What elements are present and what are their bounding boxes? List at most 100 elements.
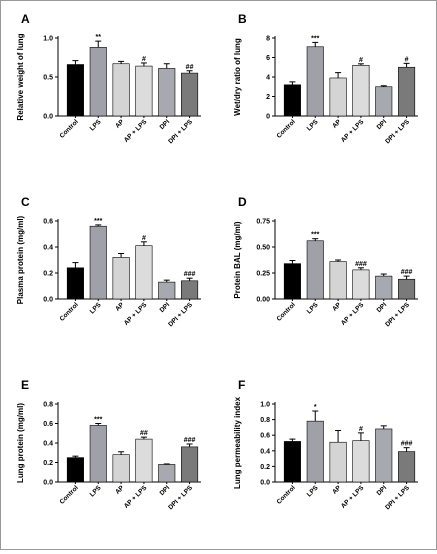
panel-label: C bbox=[21, 195, 30, 209]
x-tick-label: AP + LPS bbox=[123, 118, 149, 144]
y-tick-label: 0.0 bbox=[43, 480, 53, 487]
x-tick-label: LPS bbox=[89, 118, 103, 132]
y-axis-label: Plasma protein (mg/ml) bbox=[16, 215, 25, 304]
y-tick-label: 0.8 bbox=[260, 417, 270, 424]
x-tick-label: Control bbox=[276, 484, 297, 505]
chart-panel-e: E Lung protein (mg/ml) 0.0 0.2 0.4 0.6 0.8 Cont… bbox=[16, 378, 201, 511]
x-tick-label: Control bbox=[59, 118, 80, 139]
bar bbox=[329, 261, 347, 300]
bar bbox=[158, 68, 176, 117]
bar bbox=[89, 47, 107, 117]
bar bbox=[283, 84, 301, 117]
significance-label: # bbox=[359, 57, 363, 64]
significance-label: ### bbox=[355, 261, 367, 268]
y-tick-label: 2 bbox=[266, 94, 270, 101]
bar bbox=[375, 428, 393, 483]
bar bbox=[66, 267, 84, 300]
x-tick-label: DPI + LPS bbox=[384, 301, 411, 328]
y-axis-label: Lung protein (mg/ml) bbox=[16, 403, 25, 483]
y-tick-label: 0.0 bbox=[260, 480, 270, 487]
significance-label: ### bbox=[184, 437, 196, 444]
x-tick-label: AP bbox=[331, 484, 343, 496]
significance-label: # bbox=[142, 56, 146, 63]
bar bbox=[135, 245, 153, 300]
bar bbox=[306, 420, 324, 483]
y-tick-label: 0.6 bbox=[260, 433, 270, 440]
bar bbox=[283, 441, 301, 483]
x-tick-label: LPS bbox=[89, 484, 103, 498]
x-tick-label: AP bbox=[114, 301, 126, 313]
x-tick-label: Control bbox=[59, 484, 80, 505]
panel-label: B bbox=[238, 12, 247, 26]
significance-label: ** bbox=[96, 34, 102, 41]
significance-label: *** bbox=[311, 232, 319, 239]
significance-label: # bbox=[142, 235, 146, 242]
bar bbox=[112, 454, 130, 483]
bar bbox=[352, 269, 370, 300]
x-tick-label: LPS bbox=[306, 301, 320, 315]
y-tick-label: 0.25 bbox=[256, 271, 270, 278]
significance-label: ### bbox=[401, 269, 413, 276]
bar bbox=[158, 281, 176, 300]
significance-label: ### bbox=[184, 271, 196, 278]
chart-panel-f: F Lung permeability index 0.0 0.2 0.4 0.6 0.8 1… bbox=[233, 378, 418, 511]
panel-label: E bbox=[21, 378, 29, 392]
y-tick-label: 0.2 bbox=[43, 460, 53, 467]
y-tick-label: 6 bbox=[266, 55, 270, 62]
y-tick-label: 0.4 bbox=[43, 245, 53, 252]
bar bbox=[306, 240, 324, 300]
significance-label: * bbox=[314, 404, 317, 411]
y-tick-label: 0.6 bbox=[43, 219, 53, 226]
x-tick-label: DPI bbox=[376, 484, 389, 497]
x-tick-label: LPS bbox=[306, 484, 320, 498]
y-tick-label: 0.6 bbox=[43, 421, 53, 428]
x-tick-label: AP bbox=[331, 118, 343, 130]
x-tick-label: DPI + LPS bbox=[167, 301, 194, 328]
significance-label: ## bbox=[140, 430, 148, 437]
y-tick-label: 0.4 bbox=[43, 441, 53, 448]
x-tick-label: AP bbox=[114, 118, 126, 130]
bar bbox=[329, 77, 347, 117]
x-tick-label: AP + LPS bbox=[340, 301, 366, 327]
y-tick-label: 1.0 bbox=[260, 402, 270, 409]
y-axis-label: Relative weight of lung bbox=[16, 33, 25, 120]
y-axis-label: Wet/dry ratio of lung bbox=[233, 38, 242, 116]
x-tick-label: DPI bbox=[159, 301, 172, 314]
y-tick-label: 0.8 bbox=[43, 402, 53, 409]
bar bbox=[135, 438, 153, 483]
significance-label: # bbox=[359, 426, 363, 433]
x-tick-label: DPI bbox=[376, 301, 389, 314]
y-tick-label: 0 bbox=[266, 114, 270, 121]
panel-label: A bbox=[21, 12, 30, 26]
bar bbox=[89, 425, 107, 483]
bar bbox=[66, 457, 84, 483]
significance-label: # bbox=[405, 56, 409, 63]
y-tick-label: 0.2 bbox=[43, 271, 53, 278]
bar bbox=[181, 446, 199, 483]
x-tick-label: LPS bbox=[89, 301, 103, 315]
significance-label: *** bbox=[94, 218, 102, 225]
bar bbox=[375, 86, 393, 117]
chart-panel-d: D Protein BAL (mg/ml) 0.00 0.25 0.50 0.75 Cont… bbox=[233, 195, 418, 328]
x-tick-label: AP + LPS bbox=[123, 484, 149, 510]
y-tick-label: 0.00 bbox=[256, 297, 270, 304]
y-tick-label: 0.50 bbox=[256, 245, 270, 252]
bar bbox=[398, 278, 416, 300]
significance-label: *** bbox=[311, 35, 319, 42]
y-tick-label: 1.0 bbox=[43, 36, 53, 43]
bar bbox=[398, 451, 416, 483]
x-tick-label: DPI bbox=[159, 484, 172, 497]
x-tick-label: AP + LPS bbox=[340, 484, 366, 510]
chart-panel-a: A Relative weight of lung 0.0 0.5 1.0 Control… bbox=[16, 12, 201, 145]
x-tick-label: DPI bbox=[376, 118, 389, 131]
x-tick-label: AP bbox=[114, 484, 126, 496]
bar bbox=[181, 280, 199, 300]
y-tick-label: 0.75 bbox=[256, 219, 270, 226]
bar bbox=[352, 440, 370, 483]
y-tick-label: 8 bbox=[266, 36, 270, 43]
x-tick-label: DPI + LPS bbox=[384, 484, 411, 511]
x-tick-label: AP bbox=[331, 301, 343, 313]
x-tick-label: DPI + LPS bbox=[384, 118, 411, 145]
